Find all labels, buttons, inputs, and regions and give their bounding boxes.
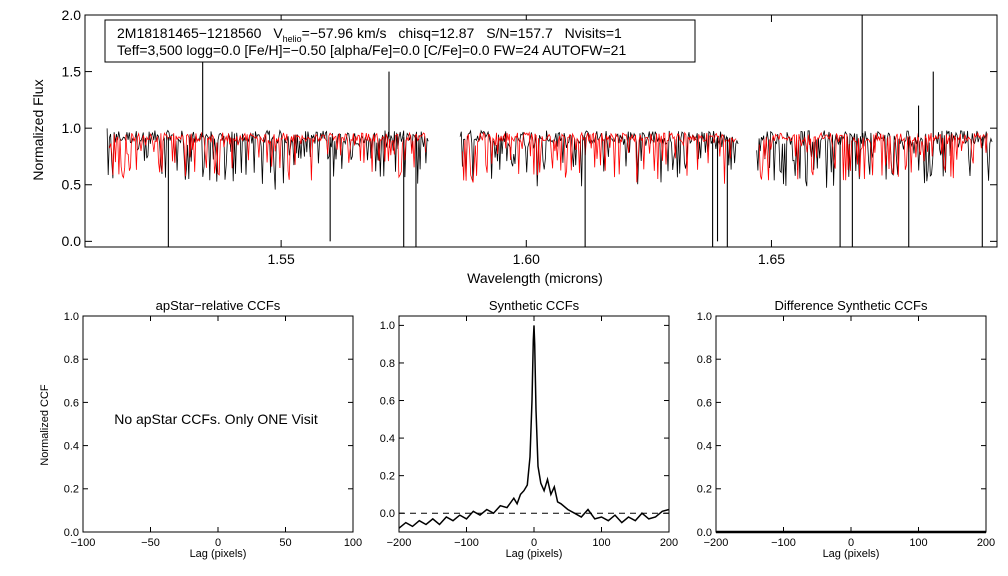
apstar-ccf-panel: −100 −50 0 50 100 0.0 0.2 0.4 0.6 0.8 1.0 apStar−r… bbox=[39, 298, 362, 560]
y-tick-label: 0.6 bbox=[380, 395, 395, 407]
x-tick-label: 0 bbox=[848, 537, 854, 549]
y-tick-label: 0.8 bbox=[64, 354, 79, 366]
synthetic-ccf-ticks bbox=[398, 316, 670, 532]
synthetic-ccf-frame bbox=[398, 315, 670, 533]
apstar-ccf-ylabel: Normalized CCF bbox=[39, 384, 51, 466]
y-tick-label: 0.5 bbox=[62, 177, 82, 193]
spectrum-ylabel: Normalized Flux bbox=[30, 79, 46, 180]
y-tick-label: 0.6 bbox=[64, 397, 79, 409]
nvisits-value: Nvisits=1 bbox=[565, 25, 622, 41]
y-tick-label: 1.0 bbox=[62, 120, 82, 136]
apstar-ccf-message: No apStar CCFs. Only ONE Visit bbox=[114, 411, 318, 427]
x-tick-label: 1.55 bbox=[268, 251, 295, 267]
synthetic-ccf-panel: −200 −100 0 100 200 0.0 0.2 0.4 0.6 0.8 1.0 Synthe… bbox=[380, 298, 678, 560]
y-tick-label: 0.0 bbox=[64, 527, 79, 539]
y-tick-label: 0.6 bbox=[697, 397, 712, 409]
apstar-ccf-title: apStar−relative CCFs bbox=[156, 298, 281, 313]
y-tick-label: 1.0 bbox=[64, 311, 79, 323]
y-tick-label: 0.4 bbox=[380, 433, 395, 445]
vhelio-subscript: helio bbox=[283, 34, 302, 44]
x-tick-label: 100 bbox=[909, 537, 927, 549]
x-tick-label: −100 bbox=[454, 537, 479, 549]
synthetic-ccf-title: Synthetic CCFs bbox=[489, 298, 580, 313]
annotation-line-2: Teff=3,500 logg=0.0 [Fe/H]=−0.50 [alpha/… bbox=[117, 42, 626, 58]
star-id: 2M18181465−1218560 bbox=[117, 25, 262, 41]
model-spectrum-series bbox=[109, 131, 988, 184]
synthetic-ccf-series bbox=[398, 325, 670, 529]
model-spectrum-line bbox=[462, 131, 737, 184]
x-tick-label: 0 bbox=[531, 537, 537, 549]
vhelio-value: =−57.96 km/s bbox=[302, 25, 387, 41]
sn-value: S/N=157.7 bbox=[486, 25, 553, 41]
synthetic-ccf-tick-labels: −200 −100 0 100 200 0.0 0.2 0.4 0.6 0.8 1.0 bbox=[380, 320, 678, 549]
x-tick-label: 200 bbox=[660, 537, 678, 549]
y-tick-label: 0.2 bbox=[64, 484, 79, 496]
chisq-value: chisq=12.87 bbox=[398, 25, 474, 41]
spectrum-xlabel: Wavelength (microns) bbox=[467, 270, 603, 286]
x-tick-label: −50 bbox=[141, 537, 160, 549]
annotation-box bbox=[104, 19, 696, 63]
y-tick-label: 0.0 bbox=[697, 527, 712, 539]
difference-ccf-title: Difference Synthetic CCFs bbox=[775, 298, 928, 313]
annotation-line-1: 2M18181465−1218560 Vhelio=−57.96 km/s ch… bbox=[117, 25, 622, 44]
y-tick-label: 0.0 bbox=[380, 508, 395, 520]
y-tick-label: 0.4 bbox=[64, 440, 79, 452]
y-tick-label: 0.2 bbox=[697, 484, 712, 496]
y-tick-label: 0.0 bbox=[62, 233, 82, 249]
y-tick-label: 1.5 bbox=[62, 63, 82, 79]
x-tick-label: 1.60 bbox=[513, 251, 540, 267]
y-tick-label: 0.8 bbox=[697, 354, 712, 366]
spectrum-strong-lines bbox=[167, 15, 983, 247]
y-tick-label: 2.0 bbox=[62, 7, 82, 23]
spectrum-tick-labels: 1.55 1.60 1.65 0.0 0.5 1.0 1.5 2.0 bbox=[62, 7, 786, 267]
x-tick-label: 100 bbox=[592, 537, 610, 549]
difference-ccf-panel: −200 −100 0 100 200 0.0 0.2 0.4 0.6 0.8 1.0 Differ… bbox=[697, 298, 995, 560]
synthetic-ccf-xlabel: Lag (pixels) bbox=[506, 548, 563, 560]
model-spectrum-line bbox=[758, 131, 988, 181]
y-tick-label: 1.0 bbox=[380, 320, 395, 332]
x-tick-label: 200 bbox=[977, 537, 995, 549]
difference-ccf-tick-labels: −200 −100 0 100 200 0.0 0.2 0.4 0.6 0.8 1.0 bbox=[697, 311, 995, 549]
x-tick-label: −100 bbox=[71, 537, 96, 549]
model-spectrum-line bbox=[109, 131, 427, 181]
apstar-ccf-ticks bbox=[82, 315, 354, 533]
difference-ccf-xlabel: Lag (pixels) bbox=[823, 548, 880, 560]
y-tick-label: 1.0 bbox=[697, 311, 712, 323]
spectrum-panel: 1.55 1.60 1.65 0.0 0.5 1.0 1.5 2.0 2M18181465−1… bbox=[30, 7, 998, 286]
difference-ccf-ticks bbox=[715, 315, 987, 533]
vhelio-label: V bbox=[273, 25, 283, 41]
spectrum-frame bbox=[84, 14, 998, 248]
apstar-ccf-tick-labels: −100 −50 0 50 100 0.0 0.2 0.4 0.6 0.8 1.0 bbox=[64, 311, 362, 549]
x-tick-label: 100 bbox=[344, 537, 362, 549]
difference-ccf-frame bbox=[715, 315, 987, 533]
x-tick-label: −200 bbox=[704, 537, 729, 549]
x-tick-label: −200 bbox=[387, 537, 412, 549]
x-tick-label: 0 bbox=[215, 537, 221, 549]
apstar-ccf-xlabel: Lag (pixels) bbox=[190, 548, 247, 560]
ccf-line bbox=[398, 325, 670, 529]
x-tick-label: 50 bbox=[279, 537, 291, 549]
y-tick-label: 0.8 bbox=[380, 358, 395, 370]
x-tick-label: 1.65 bbox=[758, 251, 785, 267]
y-tick-label: 0.2 bbox=[380, 471, 395, 483]
x-tick-label: −100 bbox=[771, 537, 796, 549]
y-tick-label: 0.4 bbox=[697, 440, 712, 452]
